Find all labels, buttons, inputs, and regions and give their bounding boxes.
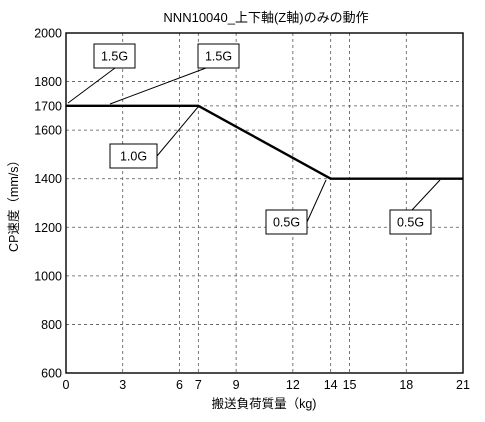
series-line [66,104,463,180]
x-tick-label: 18 [399,378,413,392]
grid [66,33,463,373]
callout-text: 1.0G [120,150,147,164]
callout-label: 0.5G [389,179,441,235]
y-tick-label: 1800 [34,75,62,89]
callout-leader [156,106,199,157]
callout-text: 0.5G [397,216,424,230]
x-tick-label: 3 [119,378,126,392]
callout-text: 0.5G [273,216,300,230]
x-tick-label: 7 [195,378,202,392]
callout-label: 1.0G [109,106,199,169]
callout-label: 1.5G [67,43,136,104]
y-tick-label: 1000 [34,269,62,283]
x-tick-label: 14 [324,378,338,392]
callout-leader [306,179,327,223]
x-tick-label: 0 [63,378,70,392]
ticks: 0 3 6 7 9 12 14 15 18 21 600 800 1000 1200 1400 1600 170… [34,27,470,393]
x-axis-label: 搬送負荷質量（kg) [212,396,317,411]
y-tick-label: 800 [41,318,62,332]
y-tick-label: 1200 [34,221,62,235]
y-tick-label: 1600 [34,124,62,138]
y-tick-label: 1400 [34,172,62,186]
x-tick-label: 6 [176,378,183,392]
x-tick-label: 21 [456,378,470,392]
callout-leader [109,67,207,105]
callout-box [389,209,432,235]
y-axis-label: CP速度（mm/s） [6,154,21,252]
y-tick-label: 1700 [34,99,62,113]
y-tick-label: 2000 [34,27,62,41]
callout-box [265,209,308,235]
callout-leader [411,179,441,211]
callout-text: 1.5G [205,50,232,64]
callout-leader [67,67,116,104]
y-tick-label: 600 [41,367,62,381]
series [66,104,463,180]
callouts: 1.5G 1.5G 1.0G 0.5G 0.5G [67,43,441,235]
plot-frame [65,32,464,374]
callout-label: 0.5G [265,179,327,235]
callout-box [93,43,136,69]
x-tick-label: 15 [343,378,357,392]
x-tick-label: 9 [233,378,240,392]
x-tick-label: 12 [286,378,300,392]
callout-box [109,143,158,169]
callout-text: 1.5G [101,50,128,64]
callout-box [197,43,240,69]
callout-label: 1.5G [109,43,240,105]
chart-title: NNN10040_上下軸(Z軸)のみの動作 [163,10,368,25]
